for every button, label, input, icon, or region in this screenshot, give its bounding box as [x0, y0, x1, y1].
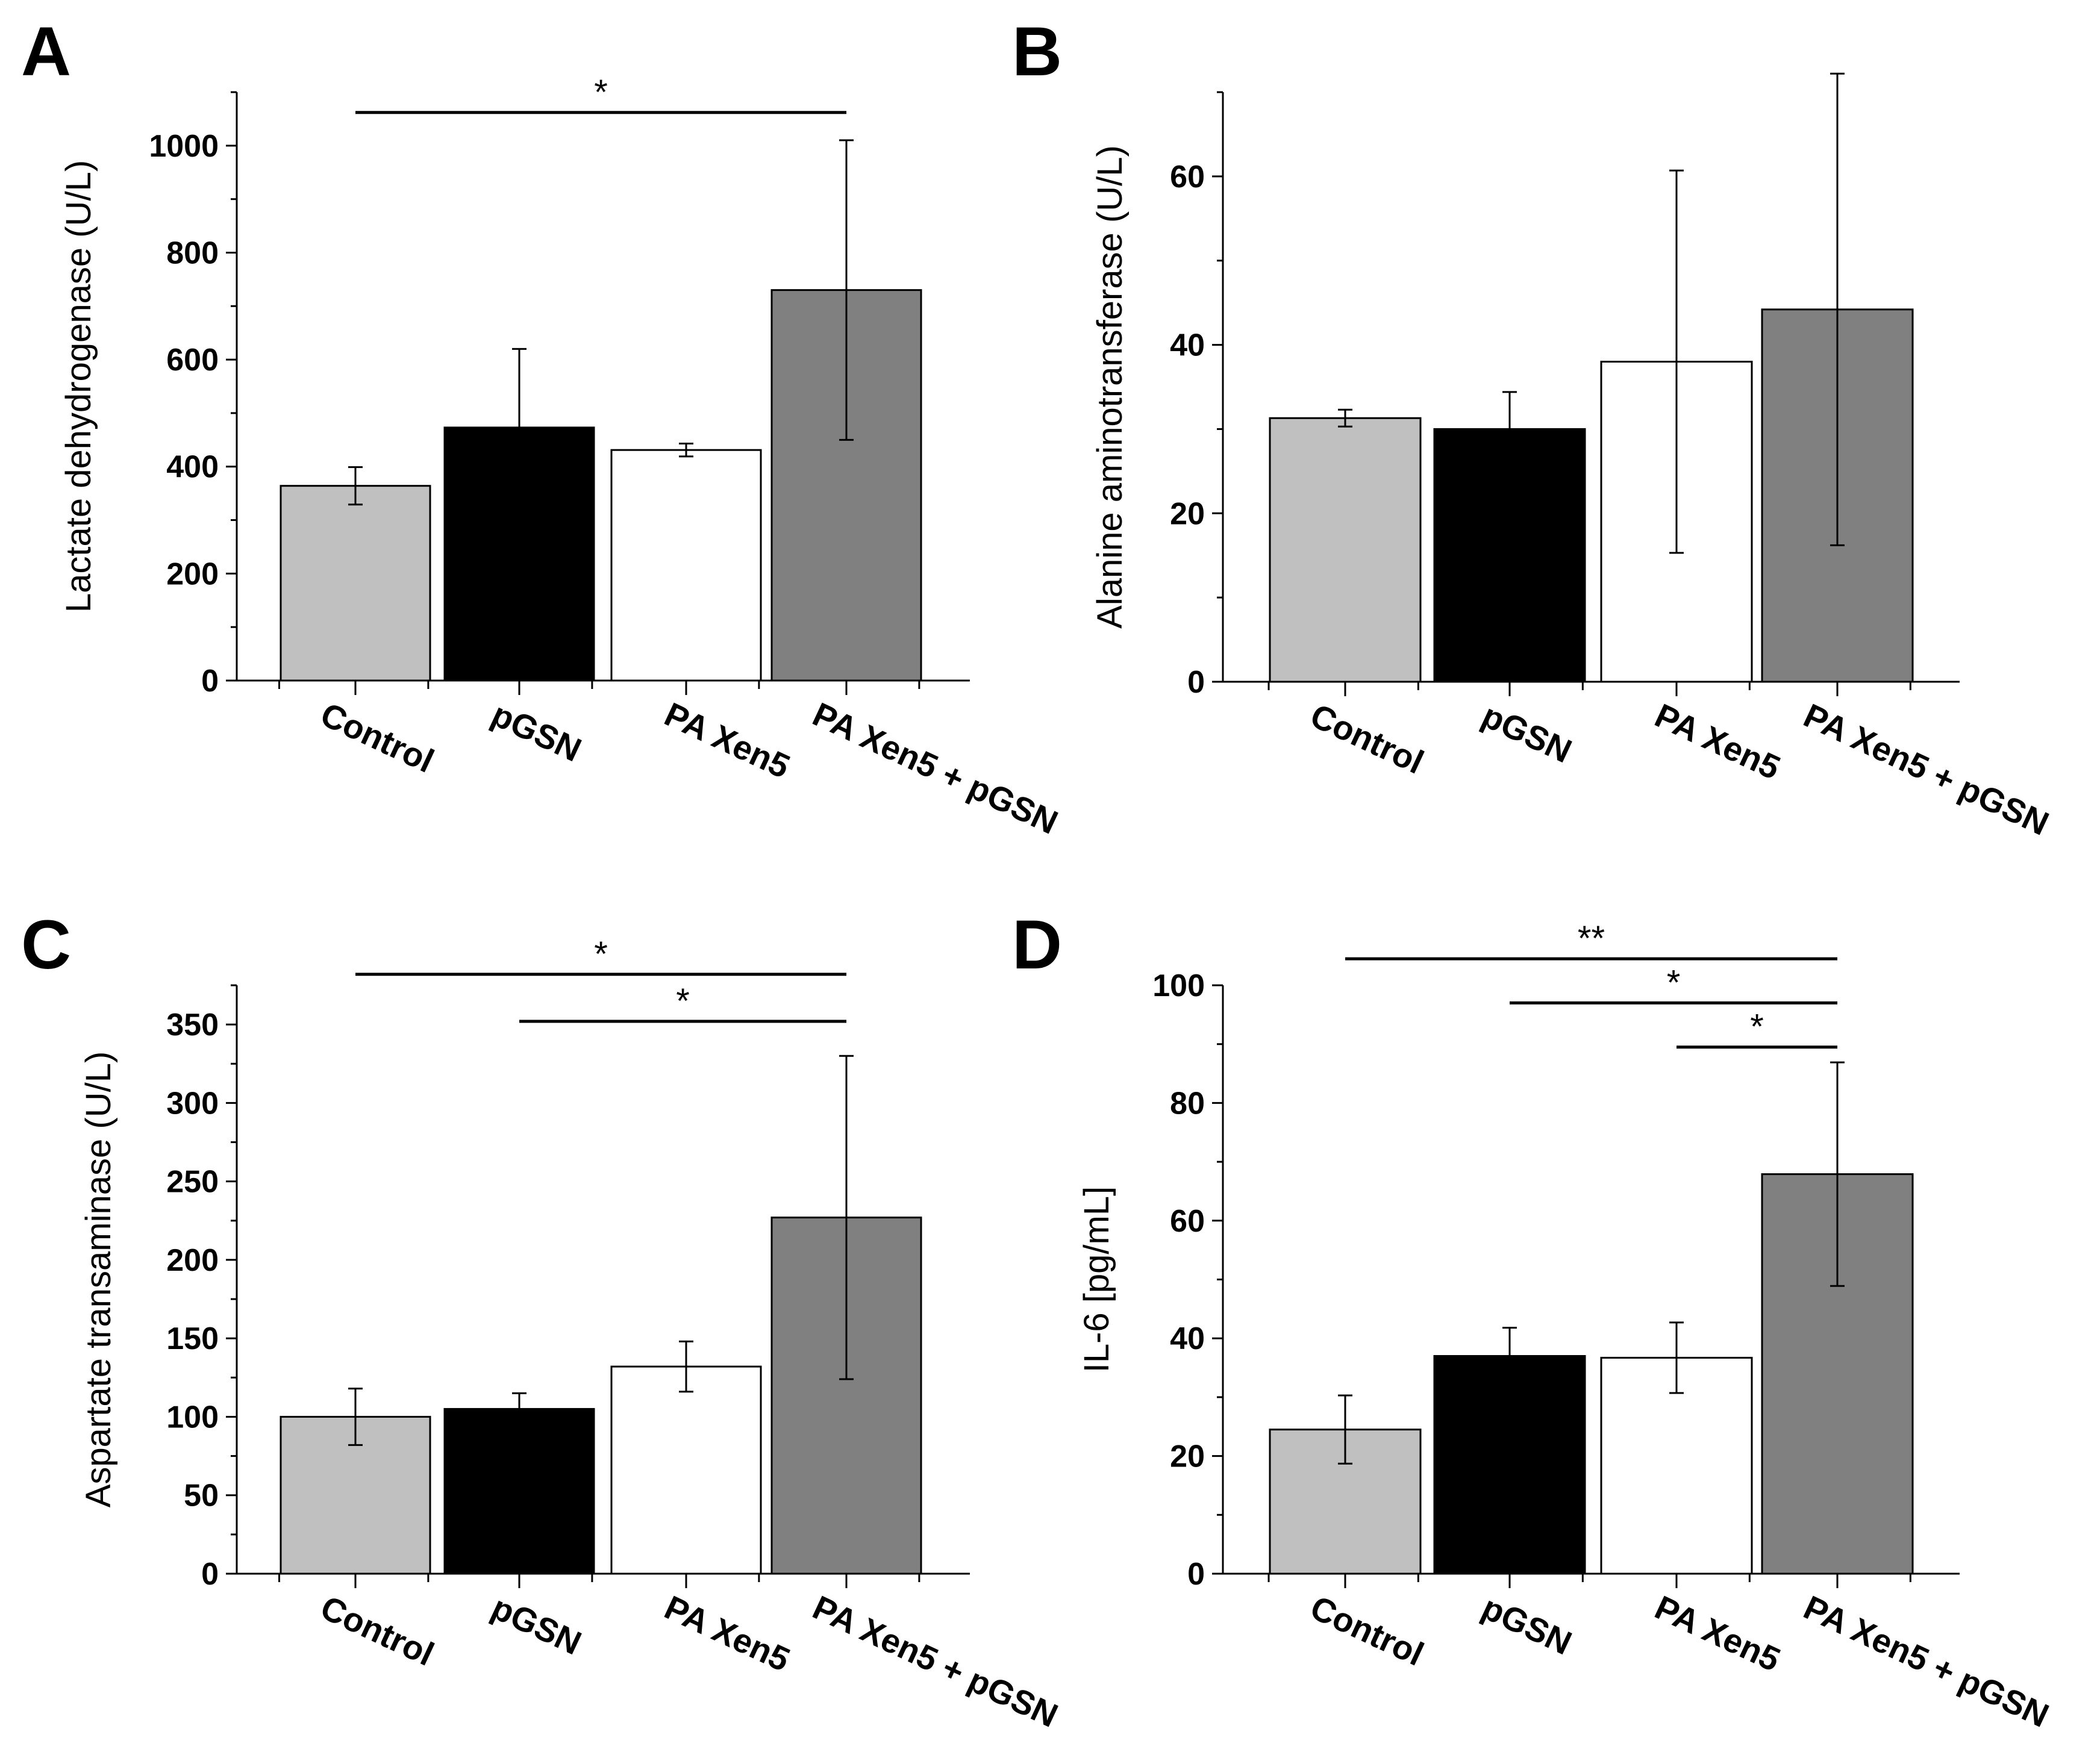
category-label: PA Xen5 + pGSN [1798, 1588, 2055, 1734]
y-tick-label: 0 [201, 1557, 219, 1592]
panel-letter: D [1012, 906, 1062, 983]
y-axis-title: Alanine aminotransferase (U/L) [1090, 145, 1130, 629]
y-tick-label: 40 [1170, 328, 1205, 363]
significance-label: * [1667, 963, 1681, 1002]
significance-label: * [1750, 1008, 1764, 1047]
category-label: Control [315, 695, 440, 780]
y-tick-label: 100 [1152, 968, 1205, 1003]
y-tick-label: 50 [184, 1479, 219, 1513]
y-tick-label: 0 [201, 664, 219, 699]
category-label: PA Xen5 [1649, 696, 1786, 787]
error-bar [1338, 408, 1352, 428]
y-axis-title: Aspartate transaminase (U/L) [79, 1052, 118, 1508]
error-bar [679, 1340, 693, 1393]
bar-control [280, 485, 431, 682]
y-axis-title: IL-6 [pg/mL] [1077, 1186, 1116, 1373]
bar-pgsn [443, 1407, 595, 1575]
y-tick-label: 250 [166, 1165, 219, 1200]
category-label: pGSN [486, 1588, 587, 1662]
panel-b: B Alanine aminotransferase (U/L) 0 20 40 60 Co… [1012, 13, 2055, 843]
bar-pa-xen5 [610, 449, 762, 682]
error-bar [512, 1392, 527, 1426]
bar-pgsn [1433, 428, 1586, 683]
panel-d: D IL-6 [pg/mL] 0 20 40 60 80 100 Control pGSN PA X… [1012, 906, 2055, 1734]
category-label: pGSN [1477, 1588, 1578, 1662]
error-bar [1669, 1321, 1684, 1394]
panel-letter: A [21, 13, 71, 90]
panel-letter: C [21, 906, 71, 983]
error-bar [1830, 72, 1845, 546]
y-tick-label: 150 [166, 1321, 219, 1356]
y-tick-label: 100 [166, 1400, 219, 1435]
significance-label: ** [1578, 919, 1605, 958]
category-label: pGSN [486, 695, 587, 769]
y-tick-label: 400 [166, 450, 219, 485]
significance-label: * [594, 73, 608, 112]
error-bar [1502, 1327, 1517, 1385]
error-bar [839, 1055, 854, 1380]
bar-pgsn [1433, 1355, 1586, 1575]
category-label: Control [1305, 1588, 1430, 1673]
y-tick-label: 0 [1187, 1557, 1205, 1592]
significance-label: * [676, 982, 690, 1021]
category-label: pGSN [1477, 696, 1578, 770]
category-label: PA Xen5 [659, 1588, 796, 1678]
error-bar [1669, 169, 1684, 554]
y-tick-label: 1000 [149, 129, 219, 164]
category-label: Control [1305, 696, 1430, 781]
category-label: PA Xen5 [1649, 1588, 1786, 1678]
category-label: PA Xen5 + pGSN [1798, 696, 2055, 843]
error-bar [1338, 1394, 1352, 1465]
error-bar [348, 466, 363, 506]
y-tick-label: 350 [166, 1008, 219, 1043]
y-tick-label: 200 [166, 556, 219, 591]
category-label: PA Xen5 [659, 695, 796, 785]
y-tick-label: 40 [1170, 1321, 1205, 1356]
y-tick-label: 300 [166, 1086, 219, 1121]
error-bar [839, 139, 854, 441]
error-bar [1502, 391, 1517, 467]
bar-pa-xen5 [610, 1365, 762, 1575]
error-bar [679, 443, 693, 458]
y-tick-label: 800 [166, 235, 219, 270]
significance-label: * [594, 935, 608, 974]
panel-c: C Aspartate transaminase (U/L) 0 50 100 150 20… [21, 906, 1064, 1734]
error-bar [348, 1388, 363, 1446]
y-tick-label: 80 [1170, 1086, 1205, 1121]
y-tick-label: 200 [166, 1243, 219, 1278]
y-tick-label: 20 [1170, 1439, 1205, 1474]
y-tick-label: 60 [1170, 1204, 1205, 1239]
category-label: Control [315, 1588, 440, 1673]
panel-a: A Lactate dehydrogenase (U/L) 0 200 400 600 80… [21, 13, 1064, 841]
y-tick-label: 600 [166, 343, 219, 378]
y-tick-label: 20 [1170, 496, 1205, 531]
y-axis-title: Lactate dehydrogenase (U/L) [59, 160, 98, 612]
panel-letter: B [1012, 13, 1062, 90]
y-tick-label: 0 [1187, 665, 1205, 700]
category-label: PA Xen5 + pGSN [807, 695, 1064, 841]
error-bar [512, 348, 527, 507]
category-label: PA Xen5 + pGSN [807, 1588, 1064, 1734]
error-bar [1830, 1061, 1845, 1287]
y-tick-label: 60 [1170, 160, 1205, 195]
bar-control [1269, 417, 1422, 683]
